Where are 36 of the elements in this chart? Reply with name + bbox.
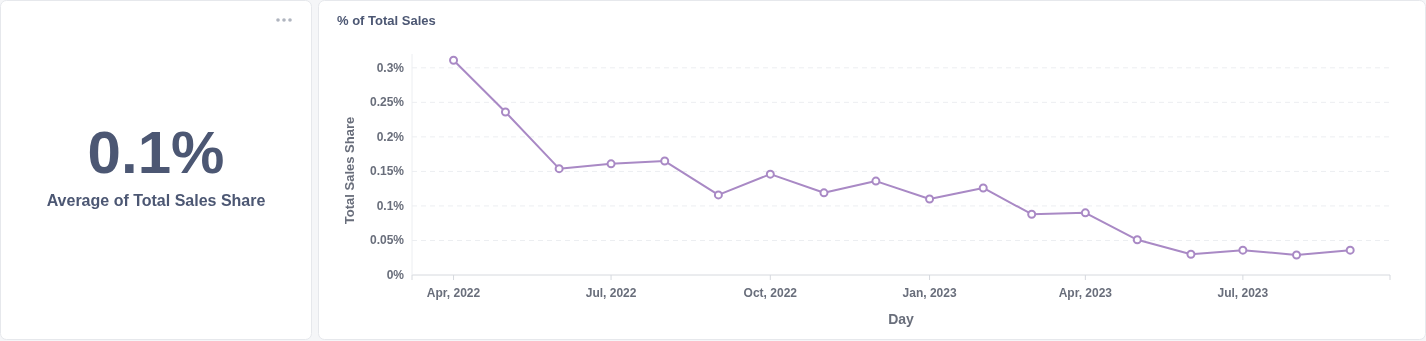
chart-title: % of Total Sales <box>337 13 436 28</box>
point <box>1080 208 1090 218</box>
y-tick-label: 0.05% <box>369 233 405 248</box>
point <box>606 159 616 169</box>
point <box>1345 245 1355 255</box>
x-tick-label: Jul, 2023 <box>1217 286 1269 300</box>
x-tick-label: Apr, 2023 <box>1058 286 1113 300</box>
y-tick-label: 0.25% <box>369 95 405 110</box>
point <box>449 55 459 65</box>
point <box>978 183 988 193</box>
point <box>660 156 670 166</box>
y-tick-label: 0.3% <box>376 60 405 75</box>
point <box>1027 209 1037 219</box>
point <box>1132 235 1142 245</box>
y-axis-title: Total Sales Share <box>342 116 357 225</box>
point <box>1186 249 1196 259</box>
y-tick-label: 0.2% <box>376 129 405 144</box>
point <box>871 176 881 186</box>
x-axis-title: Day <box>888 311 915 327</box>
y-tick-label: 0.1% <box>376 198 405 213</box>
y-tick-label: 0.15% <box>369 164 405 179</box>
point <box>819 188 829 198</box>
text: 0.1% <box>87 119 225 186</box>
y-tick-label: 0% <box>386 268 405 282</box>
point <box>1292 250 1302 260</box>
x-tick-label: Jan, 2023 <box>902 286 957 300</box>
point <box>765 169 775 179</box>
point <box>500 107 510 117</box>
point <box>925 194 935 204</box>
text: Average of Total Sales Share <box>46 192 266 209</box>
point <box>1238 245 1248 255</box>
point <box>713 190 723 200</box>
point <box>554 164 564 174</box>
x-tick-label: Apr, 2022 <box>426 286 481 300</box>
x-tick-label: Oct, 2022 <box>743 286 798 300</box>
x-tick-label: Jul, 2022 <box>585 286 637 300</box>
